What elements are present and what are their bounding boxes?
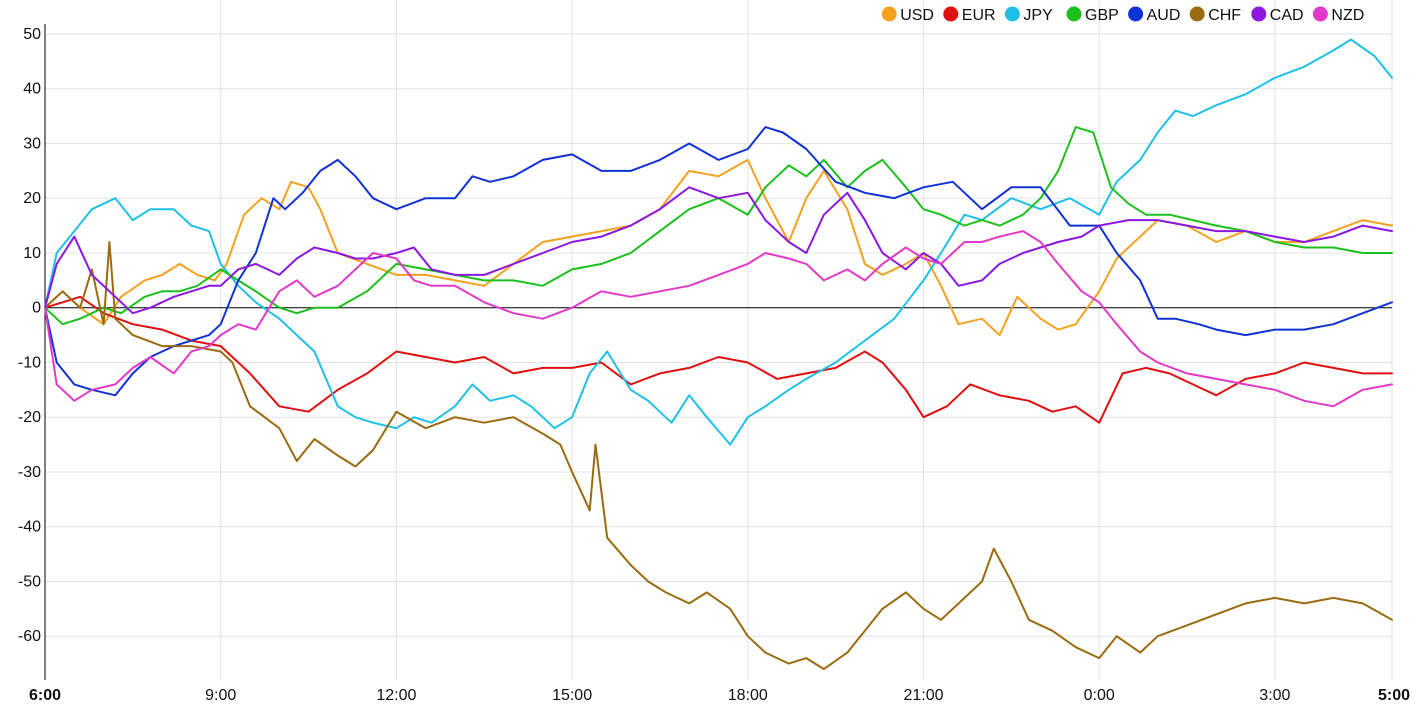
y-tick-label: 0 [32, 300, 41, 317]
y-tick-label: 10 [23, 245, 41, 262]
y-tick-label: -60 [18, 628, 41, 645]
y-tick-label: -10 [18, 354, 41, 371]
legend-item-nzd[interactable]: NZD [1312, 6, 1364, 25]
x-tick-label: 12:00 [376, 687, 416, 704]
legend-label: CHF [1208, 7, 1241, 24]
legend-label: AUD [1147, 7, 1181, 24]
legend-swatch [1004, 6, 1020, 22]
y-tick-label: 20 [23, 190, 41, 207]
legend-item-aud[interactable]: AUD [1128, 6, 1181, 25]
y-tick-label: 30 [23, 135, 41, 152]
y-tick-label: 50 [23, 26, 41, 43]
x-tick-label: 0:00 [1084, 687, 1115, 704]
legend-item-chf[interactable]: CHF [1189, 6, 1242, 25]
series-line-usd [44, 158, 1393, 337]
series-line-jpy [44, 38, 1393, 446]
x-tick-label: 3:00 [1259, 687, 1290, 704]
legend-swatch [1312, 6, 1328, 22]
y-tick-label: -40 [18, 519, 41, 536]
series-line-aud [44, 126, 1393, 397]
legend-swatch [1189, 6, 1205, 22]
legend-label: USD [900, 7, 934, 24]
series-line-nzd [44, 230, 1393, 408]
legend-item-jpy[interactable]: JPY [1004, 6, 1053, 25]
grid [45, 0, 1393, 680]
y-tick-label: -50 [18, 573, 41, 590]
legend-swatch [1066, 6, 1082, 22]
legend-swatch [1251, 6, 1267, 22]
legend-item-usd[interactable]: USD [881, 6, 934, 25]
series [44, 38, 1393, 671]
series-line-chf [44, 241, 1393, 671]
y-tick-label: -30 [18, 464, 41, 481]
x-tick-label: 18:00 [728, 687, 768, 704]
legend-label: CAD [1270, 7, 1304, 24]
series-line-gbp [44, 126, 1393, 326]
legend-swatch [943, 6, 959, 22]
series-line-cad [44, 186, 1393, 315]
x-tick-label: 6:00 [29, 687, 61, 704]
x-tick-label: 15:00 [552, 687, 592, 704]
x-tick-label: 21:00 [903, 687, 943, 704]
legend-item-cad[interactable]: CAD [1251, 6, 1304, 25]
series-line-eur [44, 295, 1393, 424]
legend-swatch [881, 6, 897, 22]
x-tick-label: 5:00 [1378, 687, 1410, 704]
axes: 50 40 30 20 10 0 -10 -20 -30 -40 -50 -60 6:00 9:00 12:… [18, 24, 1410, 704]
legend-label: GBP [1085, 7, 1119, 24]
y-tick-label: 40 [23, 81, 41, 98]
legend-label: EUR [962, 7, 996, 24]
legend-item-gbp[interactable]: GBP [1066, 6, 1119, 25]
x-tick-label: 9:00 [205, 687, 236, 704]
legend-item-eur[interactable]: EUR [943, 6, 996, 25]
legend-label: NZD [1331, 7, 1364, 24]
legend-swatch [1128, 6, 1144, 22]
legend[interactable]: USD EUR JPY GBP AUD CHF CAD NZD [881, 6, 1365, 25]
legend-label: JPY [1023, 7, 1053, 24]
y-tick-label: -20 [18, 409, 41, 426]
